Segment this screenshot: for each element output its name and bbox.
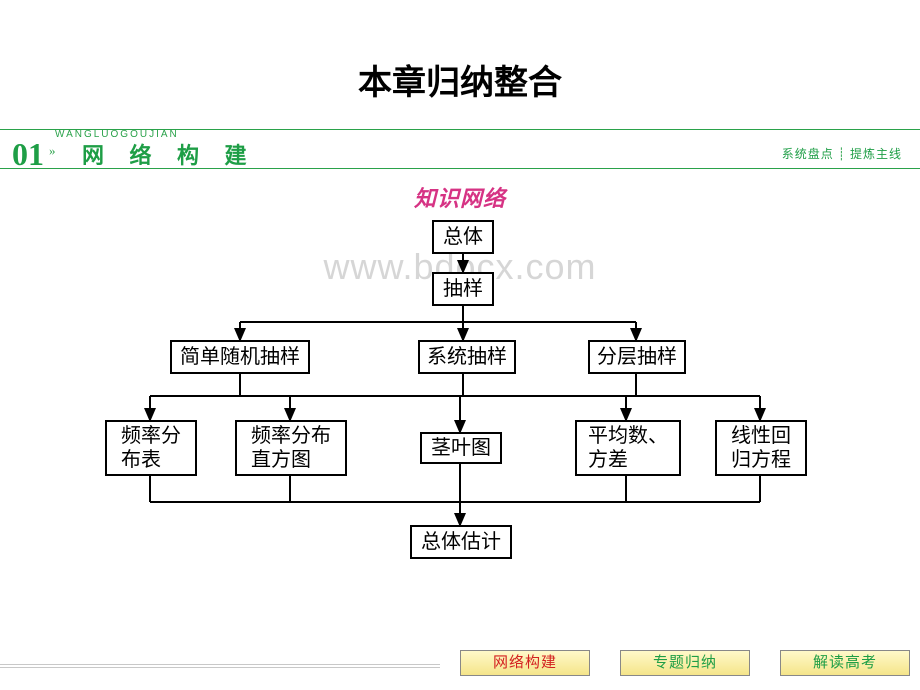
section-right: 系统盘点 ┊ 提炼主线 (782, 145, 902, 162)
nav-button-network[interactable]: 网络构建 (460, 650, 590, 676)
flow-node-zongti: 总体 (432, 220, 494, 254)
nav-button-topics[interactable]: 专题归纳 (620, 650, 750, 676)
section-title: 网 络 构 建 (82, 138, 257, 170)
flow-node-xianxing: 线性回归方程 (715, 420, 807, 476)
section-number: 01 (12, 138, 44, 170)
flow-node-chouyang: 抽样 (432, 272, 494, 306)
flow-node-jingye: 茎叶图 (420, 432, 502, 464)
bottom-nav: 网络构建 专题归纳 解读高考 (0, 648, 920, 678)
divider-icon: ┊ (838, 147, 846, 161)
section-arrow-icon: » (49, 143, 56, 159)
flow-node-xitong: 系统抽样 (418, 340, 516, 374)
subtitle: 知识网络 (0, 181, 920, 213)
page-title: 本章归纳整合 (0, 0, 920, 129)
nav-button-exam[interactable]: 解读高考 (780, 650, 910, 676)
section-bar: WANGLUOGOUJIAN 01 » 网 络 构 建 系统盘点┊提炼主线 (0, 129, 920, 169)
section-right-a: 系统盘点 (782, 147, 834, 161)
flow-node-pingjun: 平均数、方差 (575, 420, 681, 476)
flowchart: 总体抽样简单随机抽样 系统抽样 分层抽样频率分布表频率分布直方图 茎叶图 平均数、方差线… (0, 210, 920, 610)
flow-node-jiandan: 简单随机抽样 (170, 340, 310, 374)
flow-node-pinlvbiao: 频率分布表 (105, 420, 197, 476)
flow-node-fenceng: 分层抽样 (588, 340, 686, 374)
flow-node-zhifangtu: 频率分布直方图 (235, 420, 347, 476)
section-right-b: 提炼主线 (850, 147, 902, 161)
bottom-line (0, 667, 440, 668)
flow-node-guji: 总体估计 (410, 525, 512, 559)
